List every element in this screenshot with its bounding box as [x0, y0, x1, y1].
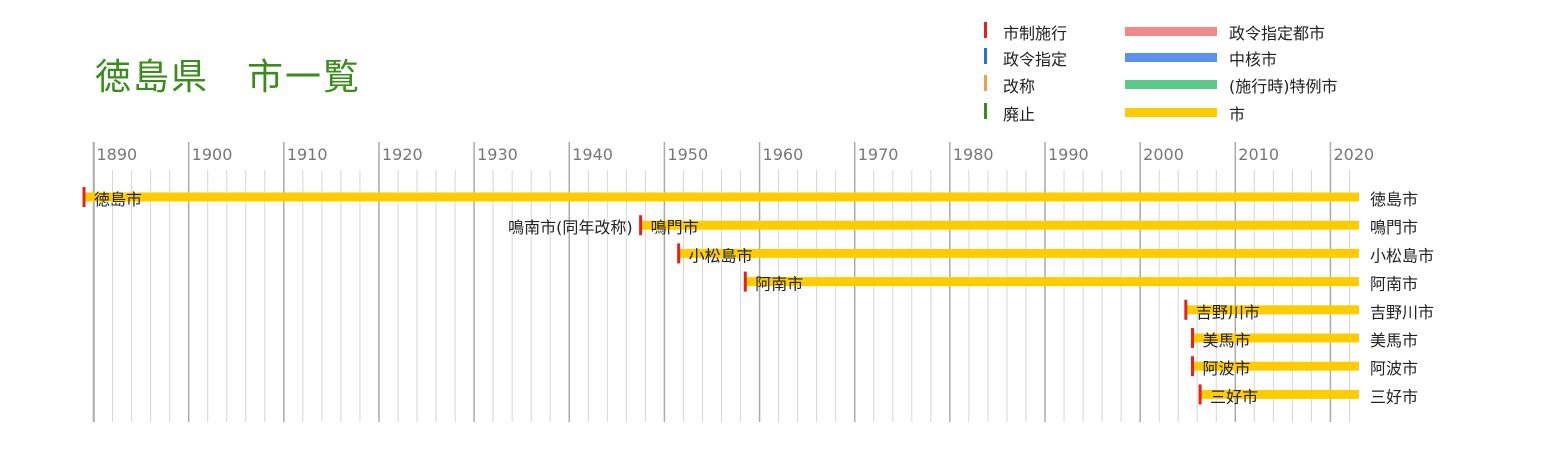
- x-tick-label: 1920: [382, 145, 423, 164]
- legend-bar-label-3: 市: [1229, 105, 1246, 124]
- x-tick-label: 1960: [763, 145, 804, 164]
- city-start-marker: [82, 187, 86, 207]
- x-tick-label: 1970: [858, 145, 899, 164]
- legend-marker-label-1: 政令指定: [1003, 50, 1068, 69]
- city-bar: [1185, 305, 1359, 315]
- city-start-label: 三好市: [1210, 387, 1258, 406]
- legend-bar-label-1: 中核市: [1229, 50, 1278, 69]
- x-tick-label: 2000: [1143, 145, 1184, 164]
- city-end-label: 三好市: [1370, 387, 1418, 406]
- city-bar: [1200, 389, 1359, 399]
- city-start-label: 阿南市: [755, 275, 803, 294]
- x-tick-label: 1990: [1048, 145, 1089, 164]
- legend-bar-label-2: (施行時)特例市: [1229, 77, 1338, 96]
- legend-bar-swatch-2: [1125, 80, 1217, 89]
- city-bar: [678, 248, 1359, 258]
- legend-marker-swatch-1: [984, 48, 987, 64]
- city-end-label: 阿波市: [1370, 359, 1418, 378]
- legend-marker-swatch-2: [984, 75, 987, 91]
- legend-bar-swatch-0: [1125, 27, 1217, 36]
- x-tick-label: 1940: [572, 145, 613, 164]
- city-start-label: 阿波市: [1202, 359, 1250, 378]
- x-tick-label: 1930: [477, 145, 518, 164]
- city-start-marker: [1190, 356, 1194, 377]
- x-tick-label: 1900: [192, 145, 233, 164]
- city-start-label: 鳴門市: [651, 218, 699, 237]
- city-bar: [640, 220, 1359, 230]
- city-end-label: 阿南市: [1370, 275, 1418, 294]
- city-start-marker: [1190, 328, 1194, 348]
- page-title: 徳島県 市一覧: [95, 57, 362, 98]
- city-start-marker: [743, 271, 747, 292]
- x-tick-label: 1950: [667, 145, 708, 164]
- city-start-marker: [639, 215, 643, 236]
- x-tick-label: 1980: [953, 145, 994, 164]
- legend-marker-label-0: 市制施行: [1003, 24, 1068, 43]
- x-tick-label: 2010: [1238, 145, 1279, 164]
- city-bar: [84, 192, 1359, 202]
- city-start-marker: [1184, 299, 1188, 320]
- city-prior-name: 鳴南市(同年改称): [508, 218, 633, 237]
- city-end-label: 吉野川市: [1370, 303, 1434, 322]
- legend-bar-swatch-3: [1125, 108, 1217, 117]
- legend-bar-label-0: 政令指定都市: [1229, 24, 1326, 43]
- city-bar: [745, 277, 1359, 287]
- city-bar: [1192, 333, 1359, 343]
- city-start-label: 美馬市: [1202, 331, 1250, 350]
- city-start-marker: [677, 243, 681, 264]
- city-end-label: 鳴門市: [1370, 218, 1418, 237]
- x-tick-label: 2020: [1333, 145, 1374, 164]
- city-start-label: 徳島市: [94, 190, 142, 209]
- legend-marker-swatch-0: [984, 22, 987, 38]
- city-start-marker: [1198, 384, 1202, 405]
- city-start-label: 小松島市: [689, 246, 753, 265]
- legend-marker-label-2: 改称: [1003, 77, 1036, 96]
- city-end-label: 美馬市: [1370, 331, 1418, 350]
- legend-bar-swatch-1: [1125, 53, 1217, 62]
- city-end-label: 小松島市: [1370, 246, 1434, 265]
- legend-marker-swatch-3: [984, 103, 987, 119]
- x-tick-label: 1890: [97, 145, 138, 164]
- city-bar: [1192, 361, 1359, 371]
- x-tick-label: 1910: [287, 145, 328, 164]
- city-start-label: 吉野川市: [1196, 303, 1260, 322]
- city-end-label: 徳島市: [1370, 190, 1418, 209]
- legend-marker-label-3: 廃止: [1003, 105, 1036, 124]
